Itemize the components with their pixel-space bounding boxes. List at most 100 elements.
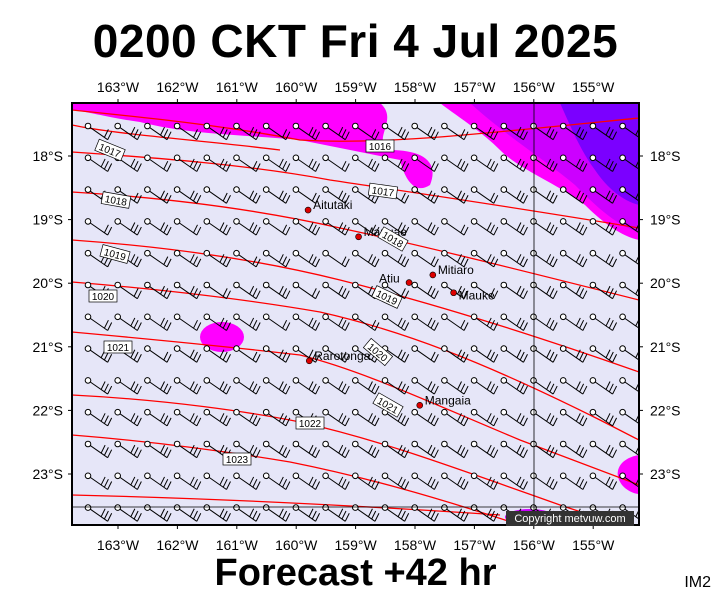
wind-barb (589, 122, 618, 141)
wind-barb (411, 313, 439, 331)
wind-barb (144, 154, 172, 172)
wind-barb (352, 154, 380, 172)
wind-barb (441, 313, 469, 331)
wind-barb (589, 408, 618, 427)
wind-barb (233, 154, 261, 172)
place-marker (450, 289, 457, 297)
rain-patch (200, 322, 244, 352)
isobar-label-text: 1020 (92, 292, 115, 303)
wind-barb (233, 122, 261, 141)
lon-label-top: 158°W (394, 79, 437, 95)
lat-label-right: 20°S (650, 275, 681, 291)
wind-barb (262, 313, 291, 331)
place-marker (429, 271, 437, 279)
wind-barb (411, 218, 439, 236)
map-title: 0200 CKT Fri 4 Jul 2025 (92, 15, 619, 67)
wind-barb (173, 313, 202, 331)
wind-barb (144, 377, 172, 395)
wind-barb (589, 249, 618, 268)
wind-barb (233, 218, 261, 236)
wind-barb (322, 218, 350, 236)
wind-barb (292, 122, 321, 141)
wind-barb (262, 377, 291, 395)
wind-barb (381, 249, 410, 268)
wind-barb (470, 122, 499, 141)
isobar-label-layer: 1016101710171018101810191019102010201021… (88, 138, 409, 466)
wind-barb (441, 186, 469, 204)
wind-barb (262, 472, 291, 490)
isobar-label-box (88, 289, 118, 303)
wind-barb (619, 313, 639, 329)
wind-barb (530, 408, 558, 427)
isobar-line (72, 151, 639, 229)
axis-labels: 163°W 163°W 162°W 162°W 161°W 161°W 160°W 160°W… (32, 79, 680, 553)
wind-barb (589, 345, 618, 363)
isobar-label: 1016 (365, 139, 395, 153)
wind-barb (411, 377, 439, 395)
wind-barb (233, 504, 261, 522)
copyright-box (506, 511, 634, 526)
wind-barb (530, 313, 558, 331)
image-code: IM2 (684, 574, 711, 591)
isobar-label: 1020 (88, 289, 118, 303)
wind-barb (500, 408, 528, 427)
wind-barb (559, 377, 588, 395)
isobar-label-box (103, 340, 133, 354)
wind-barb (352, 440, 380, 459)
place-label: Mitiaro (438, 263, 474, 277)
lon-label-bottom: 160°W (275, 537, 318, 553)
wind-barb (84, 313, 113, 331)
wind-barb (559, 218, 588, 236)
wind-barb (619, 440, 639, 457)
wind-barb (530, 440, 558, 459)
isobar-label-box (371, 285, 403, 309)
wind-barb (381, 440, 410, 459)
wind-barb (500, 249, 528, 268)
wind-barb (322, 122, 350, 141)
lon-label-bottom: 155°W (572, 537, 615, 553)
wind-barb (500, 122, 528, 141)
wind-barb-layer (84, 122, 639, 522)
wind-barb (233, 408, 261, 427)
wind-barb (470, 472, 499, 490)
wind-barb (203, 249, 231, 268)
wind-barb (233, 472, 261, 490)
wind-barb (352, 122, 380, 141)
lat-label-left: 18°S (32, 148, 63, 164)
wind-barb (411, 440, 439, 459)
wind-barb (173, 440, 202, 459)
wind-barb (559, 313, 588, 331)
wind-barb (559, 154, 588, 172)
wind-barb (589, 472, 618, 490)
wind-barb (619, 122, 639, 139)
wind-barb (173, 249, 202, 268)
wind-barb (381, 472, 410, 490)
isobar-label-box (377, 226, 409, 252)
isobar-line (72, 494, 501, 516)
isobar-label-box (100, 191, 132, 209)
wind-barb (292, 154, 321, 172)
wind-barb (84, 154, 113, 172)
wind-barb (441, 218, 469, 236)
wind-barb (470, 249, 499, 268)
wind-barb (144, 122, 172, 141)
wind-barb (381, 122, 410, 141)
isobar-label-text: 1023 (226, 455, 249, 466)
wind-barb (352, 313, 380, 331)
wind-barb (559, 440, 588, 459)
isobar-label: 1022 (295, 416, 325, 430)
lon-label-bottom: 158°W (394, 537, 437, 553)
wind-barb (589, 218, 618, 236)
place-label: Atiu (379, 272, 400, 286)
wind-barb (203, 186, 231, 204)
wind-barb (559, 122, 588, 141)
lat-label-right: 21°S (650, 339, 681, 355)
wind-barb (352, 377, 380, 395)
wind-barb (619, 408, 639, 425)
wind-barb (233, 313, 261, 331)
wind-barb (84, 440, 113, 459)
wind-barb (381, 313, 410, 331)
wind-barb (500, 345, 528, 363)
wind-barb (500, 377, 528, 395)
rain-area (72, 103, 433, 189)
